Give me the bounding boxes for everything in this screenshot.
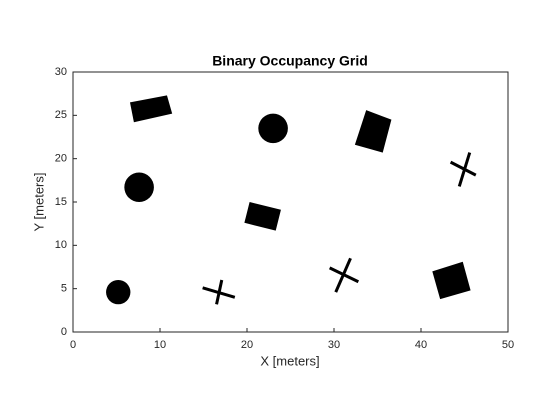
x-tick-label: 50: [502, 339, 514, 351]
obstacle-circle: [106, 280, 131, 305]
y-tick-label: 5: [61, 283, 67, 295]
chart-title: Binary Occupancy Grid: [212, 53, 368, 69]
y-tick-label: 0: [61, 326, 67, 338]
obstacle-box: [432, 261, 471, 300]
x-tick-label: 30: [328, 339, 340, 351]
obstacle-line: [215, 279, 224, 305]
obstacle-line: [334, 257, 352, 293]
x-axis-label: X [meters]: [260, 353, 319, 368]
obstacle-line: [449, 160, 477, 177]
obstacle-box: [129, 95, 173, 123]
x-tick-label: 10: [154, 339, 166, 351]
obstacle-circle: [258, 113, 288, 144]
obstacle-box: [354, 110, 392, 153]
y-tick-label: 10: [55, 239, 67, 251]
x-tick-label: 0: [70, 339, 76, 351]
y-tick-label: 30: [55, 66, 67, 78]
y-tick-label: 20: [55, 153, 67, 165]
y-axis-label: Y [meters]: [31, 172, 46, 231]
y-tick-label: 25: [55, 109, 67, 121]
x-tick-label: 20: [241, 339, 253, 351]
y-tick-label: 15: [55, 196, 67, 208]
obstacle-circle: [124, 172, 154, 202]
obstacle-line: [457, 152, 472, 187]
x-tick-label: 40: [415, 339, 427, 351]
obstacle-box: [244, 202, 281, 231]
